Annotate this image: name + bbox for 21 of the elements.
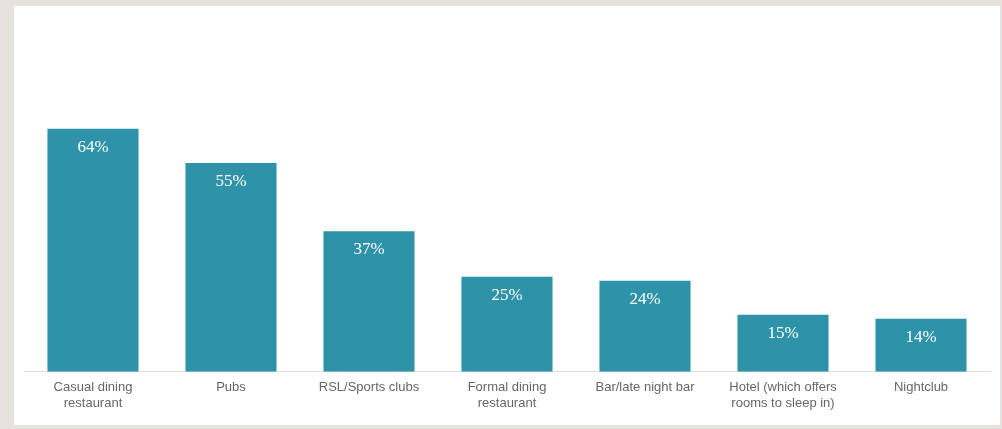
data-label: 24% <box>629 288 661 308</box>
data-label: 25% <box>491 284 523 304</box>
data-label: 14% <box>905 326 937 346</box>
x-tick-label: Formal dining restaurant <box>467 379 547 410</box>
data-label: 64% <box>77 136 109 156</box>
bar <box>461 276 553 372</box>
x-tick-label: Pubs <box>216 379 247 395</box>
x-tick-label: Bar/late night bar <box>595 379 696 395</box>
bar <box>185 162 277 372</box>
x-tick-label: Hotel (which offers rooms to sleep in) <box>729 379 838 410</box>
x-tick-label: Casual dining restaurant <box>53 379 133 410</box>
bar <box>737 314 829 372</box>
bar <box>599 280 691 372</box>
bar <box>47 128 139 372</box>
data-label: 37% <box>353 239 385 259</box>
data-label: 15% <box>767 322 799 342</box>
data-label: 55% <box>215 170 247 190</box>
x-tick-label: Nightclub <box>893 379 949 395</box>
bar <box>323 231 415 372</box>
bar <box>875 318 967 372</box>
x-tick-label: RSL/Sports clubs <box>318 379 420 395</box>
